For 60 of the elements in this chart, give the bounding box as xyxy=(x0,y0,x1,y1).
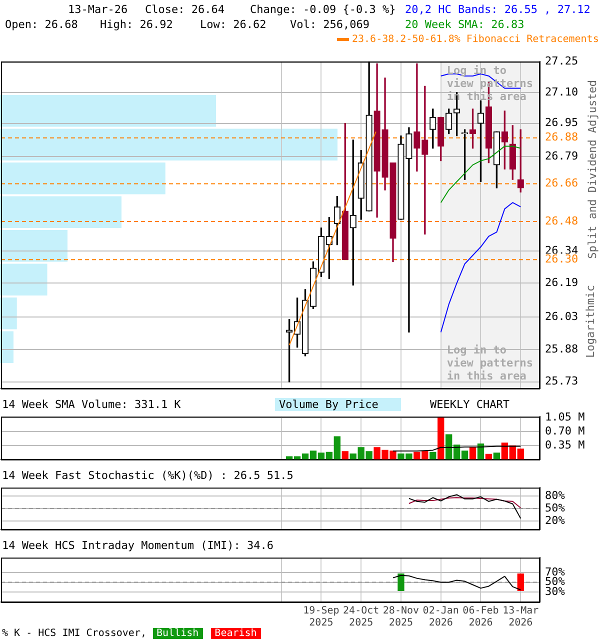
x-tick-label: 02-Jan 2026 xyxy=(422,606,459,629)
text: Logarithmic xyxy=(584,285,597,358)
y-tick-label: 25.73 xyxy=(545,374,578,388)
y-tick-label: 30% xyxy=(545,584,566,598)
annotation: Log in to view patterns in this area xyxy=(446,344,533,382)
legend-title: % K - HCS IMI Crossover, xyxy=(2,628,148,639)
ref-line-label: 26.88 xyxy=(545,130,578,144)
y-tick-label: 25.88 xyxy=(545,342,578,356)
text: Vol: 256,069 xyxy=(290,18,370,31)
text: Bearish xyxy=(210,628,261,639)
y-tick-label: 0.70 M xyxy=(545,424,586,438)
y-tick-label: 27.25 xyxy=(545,54,578,68)
x-tick-label: 24-Oct 2025 xyxy=(343,606,380,629)
text: 20 Week SMA: 26.83 xyxy=(405,18,524,31)
chart-title: 14 Week SMA Volume: 331.1 K xyxy=(2,398,181,411)
y-axis-title: Split and Dividend Adjusted xyxy=(586,80,599,259)
y-tick-label: 26.79 xyxy=(545,149,578,162)
y-tick-label: 26.95 xyxy=(545,116,578,130)
bar xyxy=(438,417,444,460)
y-tick-label: 0.35 M xyxy=(545,438,586,452)
bar xyxy=(430,452,436,460)
y-tick-label: 1.05 M xyxy=(545,410,586,424)
bar xyxy=(0,196,122,228)
x-tick-label: 28-Nov 2025 xyxy=(382,606,420,629)
bar xyxy=(469,447,476,460)
chart-title: 13-Mar-26 xyxy=(68,3,128,16)
bar xyxy=(0,230,68,262)
bar xyxy=(0,128,338,160)
chart-title: 14 Week HCS Intraday Momentum (IMI): 34.6 xyxy=(2,539,274,552)
bar xyxy=(342,451,348,460)
y-tick-label: 50% xyxy=(545,501,566,514)
bar xyxy=(0,95,216,127)
ref-line-label: 26.48 xyxy=(545,214,578,228)
text: 20,2 HC Bands: 26.55 , 27.12 xyxy=(405,3,590,16)
ref-line-label: 26.66 xyxy=(545,176,578,190)
legend-label: 23.6-38.2-50-61.8% Fibonacci Retracements xyxy=(351,33,599,46)
candlestick xyxy=(414,63,420,172)
bar xyxy=(493,452,500,460)
bar xyxy=(0,162,166,194)
text: WEEKLY CHART xyxy=(430,398,510,411)
x-tick-label: 13-Mar 2026 xyxy=(502,606,539,629)
candlestick xyxy=(406,127,412,333)
bar xyxy=(0,264,48,296)
text: Volume By Price xyxy=(275,398,401,411)
bar xyxy=(0,298,17,330)
text: Low: 26.62 xyxy=(200,18,266,31)
y-tick-label: 27.10 xyxy=(545,85,578,98)
y-tick-label: 80% xyxy=(545,488,566,502)
text: Change: -0.09 {-0.3 %} xyxy=(250,3,396,16)
y-tick-label: 70% xyxy=(545,565,566,578)
text: High: 26.92 xyxy=(100,18,173,31)
x-tick-label: 19-Sep 2025 xyxy=(303,606,340,629)
chart-title: 14 Week Fast Stochastic (%K)(%D) : 26.5 51.5 xyxy=(2,469,294,482)
text: Close: 26.64 xyxy=(145,3,224,16)
y-tick-label: 26.03 xyxy=(545,310,578,324)
text: Open: 26.68 xyxy=(5,18,78,31)
y-tick-label: 20% xyxy=(545,514,566,527)
text: Bullish xyxy=(152,628,203,639)
y-tick-label: 26.19 xyxy=(545,276,578,289)
x-tick-label: 06-Feb 2026 xyxy=(462,606,499,629)
